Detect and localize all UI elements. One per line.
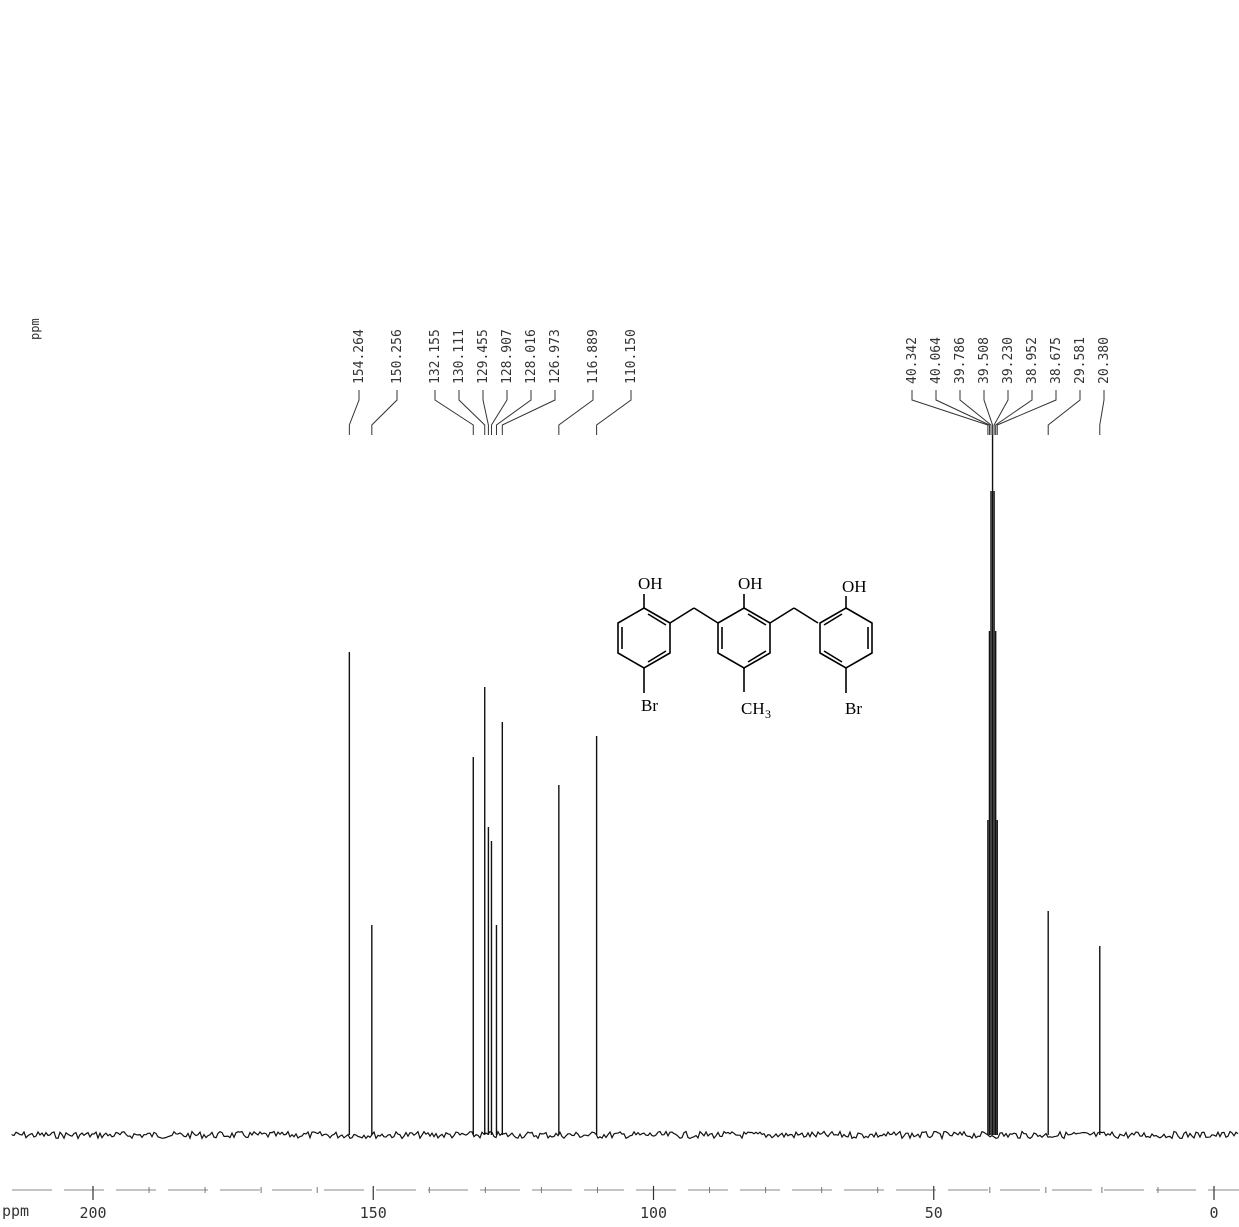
peak-leader-line xyxy=(995,390,1033,435)
peak-label: 110.150 xyxy=(624,329,639,384)
axis-tick-label: 100 xyxy=(640,1204,667,1222)
peak-label: 38.675 xyxy=(1049,337,1064,384)
peak-label: 128.016 xyxy=(524,329,539,384)
peak-label: 38.952 xyxy=(1025,337,1040,384)
ch3-label: CH xyxy=(741,699,765,718)
right-benzene-ring xyxy=(819,607,873,669)
axis-unit-label: ppm xyxy=(2,1202,29,1220)
ppm-axis: ppm 200 150 100 50 0 xyxy=(2,1186,1239,1222)
peak-leader-line xyxy=(996,390,1057,435)
baseline-noise xyxy=(11,1130,1239,1141)
peak-label: 154.264 xyxy=(352,329,367,384)
peak-leader-line xyxy=(935,390,990,435)
peak-leader-line xyxy=(983,390,994,435)
br-left-label: Br xyxy=(641,696,658,715)
central-benzene-ring xyxy=(717,607,771,669)
peak-leader-line xyxy=(1047,390,1081,435)
peak-leader-line xyxy=(490,390,508,435)
peak-label: 116.889 xyxy=(586,329,601,384)
peak-label: 39.230 xyxy=(1001,337,1016,384)
spectrum-peaks xyxy=(348,435,1101,1135)
spectrum-baseline xyxy=(11,1130,1239,1141)
peak-leader-line xyxy=(558,390,594,435)
peak-label: 128.907 xyxy=(500,329,515,384)
peak-label: 129.455 xyxy=(476,329,491,384)
peak-leader-line xyxy=(348,390,360,435)
axis-tick-label: 150 xyxy=(360,1204,387,1222)
peak-label: 39.508 xyxy=(977,337,992,384)
peak-label: 29.581 xyxy=(1073,337,1088,384)
peak-label: 126.973 xyxy=(548,329,563,384)
peak-leader-line xyxy=(993,390,1009,435)
oh-center-label: OH xyxy=(738,574,763,593)
peak-leader-line xyxy=(495,390,532,435)
peak-label: 150.256 xyxy=(390,329,405,384)
oh-left-label: OH xyxy=(638,574,663,593)
left-benzene-ring xyxy=(617,607,671,669)
peak-label: 40.342 xyxy=(905,337,920,384)
peak-leader-line xyxy=(434,390,474,435)
peak-leader-line xyxy=(959,390,992,435)
peak-leader-line xyxy=(458,390,486,435)
br-right-label: Br xyxy=(845,699,862,718)
peak-label-group: 154.264 150.256 132.155 130.111 129.455 128.9… xyxy=(348,329,1112,435)
molecule-structure xyxy=(617,594,873,693)
peak-label: 40.064 xyxy=(929,337,944,384)
peak-label: 130.111 xyxy=(452,329,467,384)
peak-leader-line xyxy=(501,390,556,435)
peak-leader-line xyxy=(1099,390,1105,435)
peak-leader-line xyxy=(911,390,989,435)
peak-leader-line xyxy=(371,390,398,435)
axis-tick-label: 50 xyxy=(925,1204,943,1222)
peak-leader-line xyxy=(596,390,632,435)
peak-label: 132.155 xyxy=(428,329,443,384)
axis-tick-label: 0 xyxy=(1209,1204,1218,1222)
peak-label: 20.380 xyxy=(1097,337,1112,384)
oh-right-label: OH xyxy=(842,577,867,596)
ch3-subscript: 3 xyxy=(765,707,771,721)
peak-leader-line xyxy=(482,390,489,435)
side-unit-label: ppm xyxy=(28,318,42,340)
peak-label: 39.786 xyxy=(953,337,968,384)
axis-tick-label: 200 xyxy=(79,1204,106,1222)
